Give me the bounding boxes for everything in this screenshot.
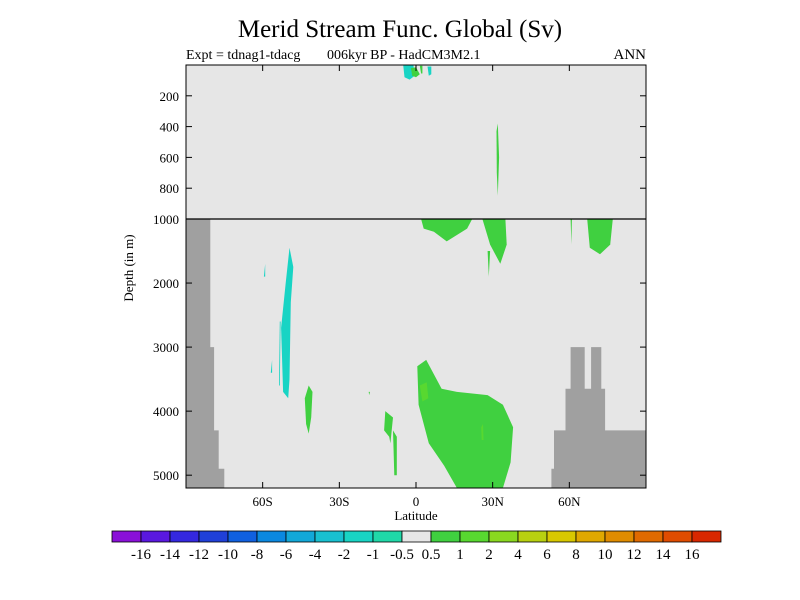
upper-panel-background — [186, 65, 646, 219]
chart-title: Merid Stream Func. Global (Sv) — [237, 16, 563, 43]
colorbar-swatch-12 — [430, 530, 461, 543]
period-model-label: 006kyr BP - HadCM3M2.1 — [327, 48, 481, 63]
y-tick-label-3000: 3000 — [153, 340, 179, 355]
season-label: ANN — [613, 47, 647, 63]
colorbar-swatch-13 — [459, 530, 490, 543]
colorbar-label-2: -14 — [160, 547, 180, 563]
x-tick-label-60N: 60N — [558, 494, 581, 509]
anomaly-region-6 — [421, 219, 473, 242]
colorbar-label-17: 10 — [598, 547, 613, 563]
x-axis-label: Latitude — [394, 508, 438, 523]
colorbar-swatch-20 — [662, 530, 693, 543]
colorbar-swatch-18 — [604, 530, 635, 543]
anomaly-region-2 — [410, 67, 420, 78]
upper-depth-panel — [186, 65, 646, 219]
colorbar-swatch-10 — [372, 530, 403, 543]
y-tick-label-4000: 4000 — [153, 404, 179, 419]
colorbar-swatch-5 — [227, 530, 258, 543]
anomaly-region-10 — [587, 219, 613, 255]
land-north-basin — [551, 347, 646, 488]
colorbar-swatch-6 — [256, 530, 287, 543]
colorbar-label-11: 0.5 — [422, 547, 441, 563]
x-tick-label-30S: 30S — [329, 494, 349, 509]
anomaly-region-14 — [270, 359, 273, 373]
colorbar-label-5: -8 — [251, 547, 264, 563]
colorbar-label-10: -0.5 — [390, 547, 414, 563]
colorbar-label-3: -12 — [189, 547, 209, 563]
colorbar-label-6: -6 — [280, 547, 293, 563]
anomaly-region-9 — [570, 219, 572, 245]
colorbar-swatch-16 — [546, 530, 577, 543]
anomaly-region-21 — [481, 424, 484, 440]
colorbar: -16 -14 -12 -10 -8 -6 -4 -2 -1 -0.5 0.5 1 2 4 6 8 10 12 14… — [111, 530, 722, 563]
colorbar-swatch-9 — [343, 530, 374, 543]
colorbar-label-1: -16 — [131, 547, 151, 563]
anomaly-region-17 — [393, 430, 397, 476]
colorbar-swatch-15 — [517, 530, 548, 543]
anomaly-region-18 — [368, 391, 370, 396]
anomaly-region-15 — [304, 385, 313, 434]
anomaly-region-8 — [487, 251, 491, 277]
colorbar-label-16: 8 — [572, 547, 580, 563]
colorbar-swatch-7 — [285, 530, 316, 543]
y-tick-label-1000: 1000 — [153, 212, 179, 227]
colorbar-swatch-11 — [401, 530, 432, 543]
colorbar-label-15: 6 — [543, 547, 551, 563]
x-tick-label-60S: 60S — [253, 494, 273, 509]
anomaly-region-3 — [427, 66, 432, 76]
colorbar-label-7: -4 — [309, 547, 322, 563]
colorbar-swatch-2 — [140, 530, 171, 543]
colorbar-swatch-8 — [314, 530, 345, 543]
colorbar-swatch-17 — [575, 530, 606, 543]
y-tick-label-800: 800 — [160, 181, 180, 196]
anomaly-region-7 — [482, 219, 507, 264]
colorbar-label-19: 14 — [656, 547, 672, 563]
colorbar-swatch-1 — [111, 530, 142, 543]
y-tick-label-600: 600 — [160, 150, 180, 165]
y-tick-label-5000: 5000 — [153, 468, 179, 483]
y-tick-label-2000: 2000 — [153, 276, 179, 291]
anomaly-region-16 — [384, 411, 393, 444]
y-tick-label-400: 400 — [160, 120, 180, 135]
anomaly-region-11 — [281, 247, 294, 399]
colorbar-label-13: 2 — [485, 547, 493, 563]
x-tick-label-0: 0 — [413, 494, 420, 509]
colorbar-label-18: 12 — [627, 547, 642, 563]
colorbar-label-14: 4 — [514, 547, 522, 563]
x-tick-label-30N: 30N — [481, 494, 504, 509]
experiment-label: Expt = tdnag1-tdacg — [186, 48, 301, 63]
anomaly-region-12 — [279, 321, 281, 386]
colorbar-label-12: 1 — [456, 547, 464, 563]
anomaly-region-19 — [417, 359, 514, 488]
colorbar-swatch-19 — [633, 530, 664, 543]
colorbar-swatch-14 — [488, 530, 519, 543]
colorbar-label-20: 16 — [685, 547, 701, 563]
land-antarctic-shelf — [186, 219, 225, 488]
anomaly-region-20 — [419, 382, 429, 402]
plot-axes: 200 400 600 800 1000 2000 3000 4000 5000 60S 30S 0 3… — [121, 64, 647, 523]
anomaly-region-4 — [419, 65, 423, 74]
lower-depth-panel — [186, 219, 646, 488]
colorbar-swatch-21 — [691, 530, 722, 543]
y-axis-label: Depth (in m) — [121, 234, 136, 301]
colorbar-label-8: -2 — [338, 547, 351, 563]
colorbar-swatch-3 — [169, 530, 200, 543]
colorbar-label-9: -1 — [367, 547, 380, 563]
colorbar-label-4: -10 — [218, 547, 238, 563]
anomaly-region-13 — [263, 263, 266, 277]
anomaly-region-5 — [496, 123, 500, 196]
colorbar-swatch-4 — [198, 530, 229, 543]
y-tick-label-200: 200 — [160, 89, 180, 104]
